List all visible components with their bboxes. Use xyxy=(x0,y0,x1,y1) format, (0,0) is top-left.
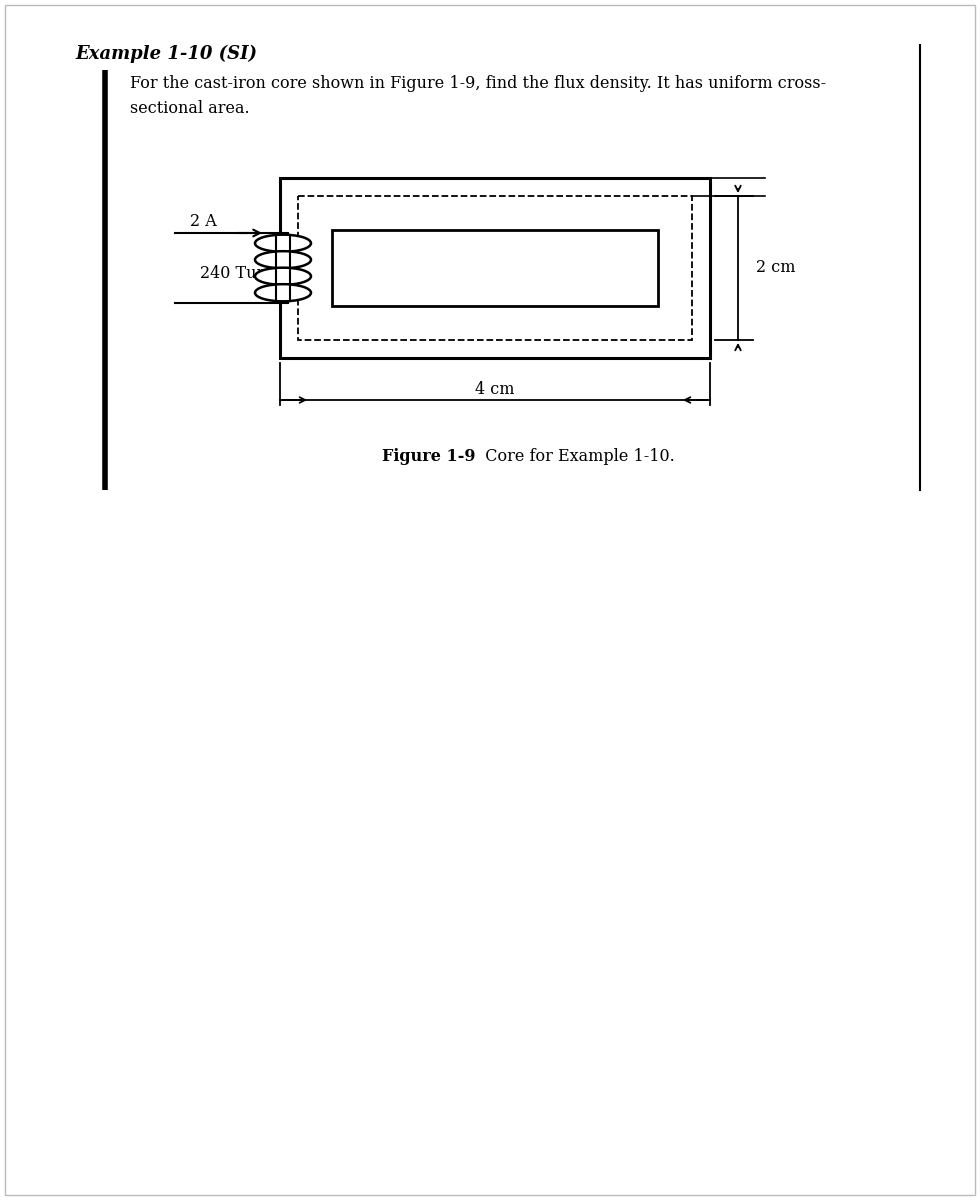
Text: 2 A: 2 A xyxy=(190,214,217,230)
Ellipse shape xyxy=(255,284,311,301)
Text: 4 cm: 4 cm xyxy=(475,382,514,398)
Ellipse shape xyxy=(255,251,311,269)
Bar xyxy=(332,230,658,306)
Ellipse shape xyxy=(255,235,311,252)
Text: 2 cm: 2 cm xyxy=(756,259,796,276)
Text: Core for Example 1-10.: Core for Example 1-10. xyxy=(475,448,675,464)
Bar xyxy=(280,178,710,358)
Bar xyxy=(298,196,692,340)
Text: For the cast-iron core shown in Figure 1-9, find the flux density. It has unifor: For the cast-iron core shown in Figure 1… xyxy=(130,74,826,92)
Text: Example 1-10 (SI): Example 1-10 (SI) xyxy=(75,44,257,64)
Text: sectional area.: sectional area. xyxy=(130,100,250,116)
Ellipse shape xyxy=(255,268,311,284)
Text: Figure 1-9: Figure 1-9 xyxy=(381,448,475,464)
Text: 240 Turns: 240 Turns xyxy=(200,264,283,282)
